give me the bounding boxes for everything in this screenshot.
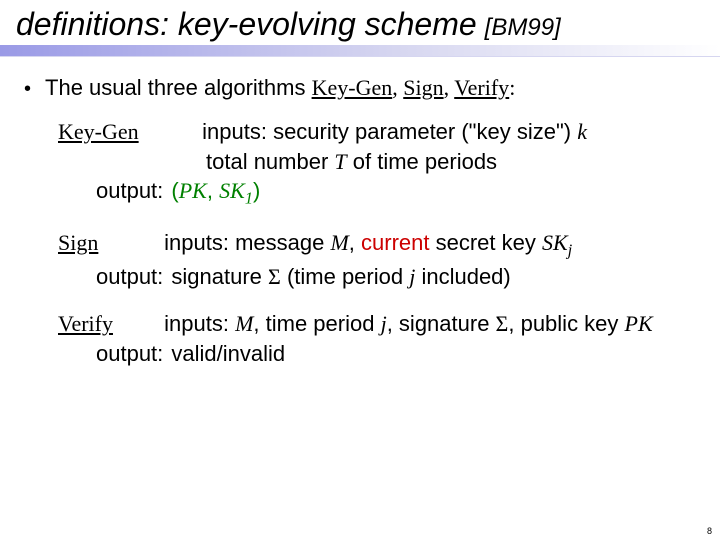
alg-sign: Sign xyxy=(403,75,443,100)
keygen-block: Key-Gen inputs: security parameter ("key… xyxy=(58,117,696,210)
keygen-pk: PK xyxy=(179,178,207,203)
bullet-line: • The usual three algorithms Key-Gen, Si… xyxy=(24,73,696,103)
sign-M: M xyxy=(330,230,348,255)
sign-sigma: Σ xyxy=(268,264,281,289)
verify-PK: PK xyxy=(625,311,653,336)
sign-inputs-label: inputs: xyxy=(164,230,229,255)
keygen-inputs-label: inputs: xyxy=(202,119,267,144)
sign-line1: Sign inputs: message M, current secret k… xyxy=(58,228,696,262)
bullet-marker: • xyxy=(24,73,31,103)
alg-keygen: Key-Gen xyxy=(312,75,393,100)
page-number: 8 xyxy=(707,526,712,536)
alg-verify: Verify xyxy=(454,75,509,100)
keygen-line2: total number T of time periods xyxy=(58,147,696,177)
title-main: definitions: key-evolving scheme xyxy=(16,6,477,43)
verify-line1: Verify inputs: M, time period j, signatu… xyxy=(58,309,696,339)
keygen-name: Key-Gen xyxy=(58,117,168,147)
sign-current: current xyxy=(361,230,429,255)
verify-M: M xyxy=(235,311,253,336)
bullet-text: The usual three algorithms Key-Gen, Sign… xyxy=(45,73,515,103)
sign-output: output: signature Σ (time period j inclu… xyxy=(58,262,696,292)
title-citation: [BM99] xyxy=(485,14,561,42)
sign-block: Sign inputs: message M, current secret k… xyxy=(58,228,696,291)
verify-block: Verify inputs: M, time period j, signatu… xyxy=(58,309,696,368)
keygen-output-label: output: xyxy=(96,176,163,206)
verify-sigma: Σ xyxy=(496,311,509,336)
keygen-sk: SK xyxy=(219,178,245,203)
verify-output: output: valid/invalid xyxy=(58,339,696,369)
verify-output-label: output: xyxy=(96,339,163,369)
verify-name: Verify xyxy=(58,309,130,339)
verify-inputs-label: inputs: xyxy=(164,311,229,336)
title-row: definitions: key-evolving scheme [BM99] xyxy=(0,0,720,43)
keygen-output: output: (PK, SK1) xyxy=(58,176,696,210)
sign-SK: SK xyxy=(542,230,568,255)
keygen-line1: Key-Gen inputs: security parameter ("key… xyxy=(58,117,696,147)
sign-output-label: output: xyxy=(96,262,163,292)
keygen-k: k xyxy=(577,119,587,144)
content: • The usual three algorithms Key-Gen, Si… xyxy=(0,57,720,369)
title-underline xyxy=(0,45,720,57)
sign-name: Sign xyxy=(58,228,118,258)
keygen-T: T xyxy=(334,149,346,174)
